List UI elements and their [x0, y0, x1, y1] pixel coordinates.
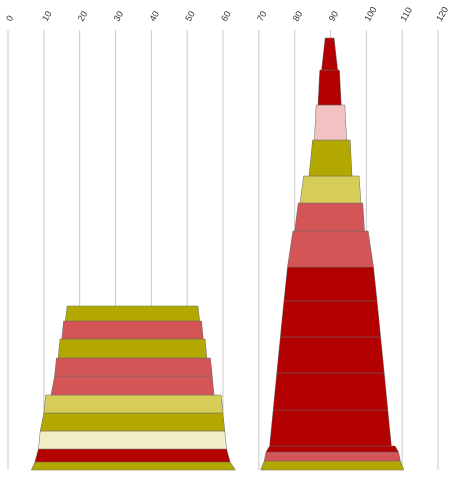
x-tick-label: 0 — [4, 14, 15, 23]
tower-segment — [263, 451, 401, 462]
x-tick-label: 60 — [219, 9, 233, 23]
tower-segment — [260, 460, 405, 471]
tower-segment — [314, 104, 347, 141]
x-tick-label: 70 — [255, 9, 269, 23]
x-tick-label: 80 — [291, 9, 305, 23]
tower-segment — [38, 430, 227, 450]
towers — [30, 37, 405, 471]
tower-1 — [30, 305, 237, 471]
tower-2 — [260, 37, 405, 471]
tower-segment — [54, 357, 213, 377]
tower-segment — [317, 69, 342, 106]
tower-segment — [269, 409, 392, 447]
tower-segment — [43, 394, 224, 414]
x-tick-label: 20 — [76, 9, 90, 23]
x-tick-label: 50 — [183, 9, 197, 23]
x-tick-label: 120 — [434, 5, 450, 23]
tower-segment — [299, 175, 362, 204]
x-tick-label: 10 — [40, 9, 54, 23]
tower-segment — [39, 412, 226, 432]
tower-segment — [280, 300, 381, 338]
tower-segment — [50, 375, 215, 396]
tower-segment — [34, 448, 231, 463]
x-tick-label: 110 — [398, 6, 414, 23]
tower-segment — [265, 445, 400, 453]
tower-segment — [65, 305, 200, 322]
tower-segment — [272, 372, 389, 411]
tower-segment — [294, 202, 365, 232]
tower-segment — [30, 461, 237, 471]
x-tick-label: 100 — [362, 5, 378, 23]
x-axis-tick-labels: 0 10 20 30 40 50 60 70 80 90 100 110 120 — [4, 5, 450, 23]
x-tick-label: 40 — [147, 9, 161, 23]
tower-segment — [321, 37, 338, 71]
tower-segment — [308, 139, 353, 177]
tower-segment — [61, 320, 204, 340]
tower-segment — [287, 230, 374, 268]
tower-segment — [57, 338, 208, 359]
tower-segment — [276, 336, 385, 374]
x-tick-label: 30 — [112, 9, 126, 23]
tower-segment — [283, 266, 378, 302]
x-tick-label: 90 — [327, 9, 341, 23]
